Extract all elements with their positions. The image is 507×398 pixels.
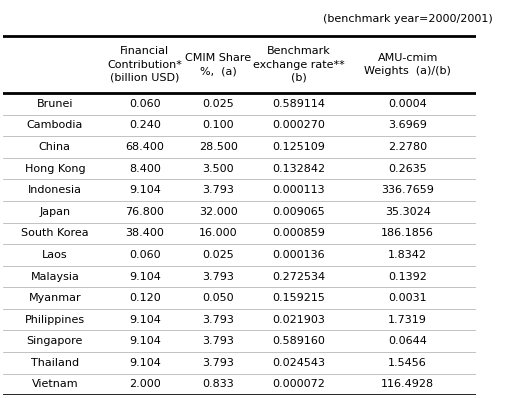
Text: 0.272534: 0.272534 xyxy=(272,271,325,281)
Text: 3.6969: 3.6969 xyxy=(388,121,427,131)
Text: Thailand: Thailand xyxy=(31,358,79,368)
Text: 0.000072: 0.000072 xyxy=(272,379,325,389)
Text: 76.800: 76.800 xyxy=(125,207,164,217)
Text: Cambodia: Cambodia xyxy=(27,121,83,131)
Text: 2.2780: 2.2780 xyxy=(388,142,427,152)
Text: Vietnam: Vietnam xyxy=(31,379,78,389)
Text: (benchmark year=2000/2001): (benchmark year=2000/2001) xyxy=(323,14,492,24)
Text: 68.400: 68.400 xyxy=(125,142,164,152)
Text: Japan: Japan xyxy=(40,207,70,217)
Text: CMIM Share
%,  (a): CMIM Share %, (a) xyxy=(185,53,251,76)
Text: 38.400: 38.400 xyxy=(125,228,164,238)
Text: 3.500: 3.500 xyxy=(202,164,234,174)
Text: 0.050: 0.050 xyxy=(202,293,234,303)
Text: 0.125109: 0.125109 xyxy=(272,142,325,152)
Text: 3.793: 3.793 xyxy=(202,336,234,346)
Text: Philippines: Philippines xyxy=(25,315,85,325)
Text: 0.0644: 0.0644 xyxy=(388,336,427,346)
Text: 0.025: 0.025 xyxy=(202,250,234,260)
Text: 0.589114: 0.589114 xyxy=(272,99,325,109)
Text: 0.100: 0.100 xyxy=(202,121,234,131)
Text: 0.021903: 0.021903 xyxy=(272,315,325,325)
Text: 9.104: 9.104 xyxy=(129,358,161,368)
Text: Benchmark
exchange rate**
(b): Benchmark exchange rate** (b) xyxy=(253,47,345,83)
Text: 0.060: 0.060 xyxy=(129,250,161,260)
Text: 0.132842: 0.132842 xyxy=(272,164,325,174)
Text: 0.833: 0.833 xyxy=(202,379,234,389)
Text: China: China xyxy=(39,142,71,152)
Text: 0.589160: 0.589160 xyxy=(272,336,325,346)
Text: 0.0031: 0.0031 xyxy=(388,293,427,303)
Text: 3.793: 3.793 xyxy=(202,185,234,195)
Text: Myanmar: Myanmar xyxy=(28,293,81,303)
Text: AMU-cmim
Weights  (a)/(b): AMU-cmim Weights (a)/(b) xyxy=(364,53,451,76)
Text: South Korea: South Korea xyxy=(21,228,89,238)
Text: 3.793: 3.793 xyxy=(202,315,234,325)
Text: 116.4928: 116.4928 xyxy=(381,379,434,389)
Text: 9.104: 9.104 xyxy=(129,315,161,325)
Text: 3.793: 3.793 xyxy=(202,358,234,368)
Text: 35.3024: 35.3024 xyxy=(385,207,430,217)
Text: 9.104: 9.104 xyxy=(129,336,161,346)
Text: Hong Kong: Hong Kong xyxy=(24,164,85,174)
Text: 1.7319: 1.7319 xyxy=(388,315,427,325)
Text: Brunei: Brunei xyxy=(37,99,73,109)
Text: Indonesia: Indonesia xyxy=(28,185,82,195)
Text: 8.400: 8.400 xyxy=(129,164,161,174)
Text: 0.000113: 0.000113 xyxy=(272,185,325,195)
Text: 336.7659: 336.7659 xyxy=(381,185,434,195)
Text: 28.500: 28.500 xyxy=(199,142,238,152)
Text: 0.120: 0.120 xyxy=(129,293,161,303)
Text: 0.000136: 0.000136 xyxy=(272,250,325,260)
Text: 0.2635: 0.2635 xyxy=(388,164,427,174)
Text: 0.000270: 0.000270 xyxy=(272,121,325,131)
Text: 16.000: 16.000 xyxy=(199,228,238,238)
Text: 9.104: 9.104 xyxy=(129,185,161,195)
Text: 0.024543: 0.024543 xyxy=(272,358,325,368)
Text: Singapore: Singapore xyxy=(27,336,83,346)
Text: 0.0004: 0.0004 xyxy=(388,99,427,109)
Text: 186.1856: 186.1856 xyxy=(381,228,434,238)
Text: Malaysia: Malaysia xyxy=(30,271,79,281)
Text: 0.060: 0.060 xyxy=(129,99,161,109)
Text: 0.159215: 0.159215 xyxy=(272,293,325,303)
Text: 0.009065: 0.009065 xyxy=(272,207,325,217)
Text: Financial
Contribution*
(billion USD): Financial Contribution* (billion USD) xyxy=(107,47,183,83)
Text: 2.000: 2.000 xyxy=(129,379,161,389)
Text: 0.1392: 0.1392 xyxy=(388,271,427,281)
Text: 1.5456: 1.5456 xyxy=(388,358,427,368)
Text: 0.000859: 0.000859 xyxy=(272,228,325,238)
Text: 9.104: 9.104 xyxy=(129,271,161,281)
Text: 32.000: 32.000 xyxy=(199,207,238,217)
Text: 0.025: 0.025 xyxy=(202,99,234,109)
Text: 1.8342: 1.8342 xyxy=(388,250,427,260)
Text: 3.793: 3.793 xyxy=(202,271,234,281)
Text: 0.240: 0.240 xyxy=(129,121,161,131)
Text: Laos: Laos xyxy=(42,250,67,260)
